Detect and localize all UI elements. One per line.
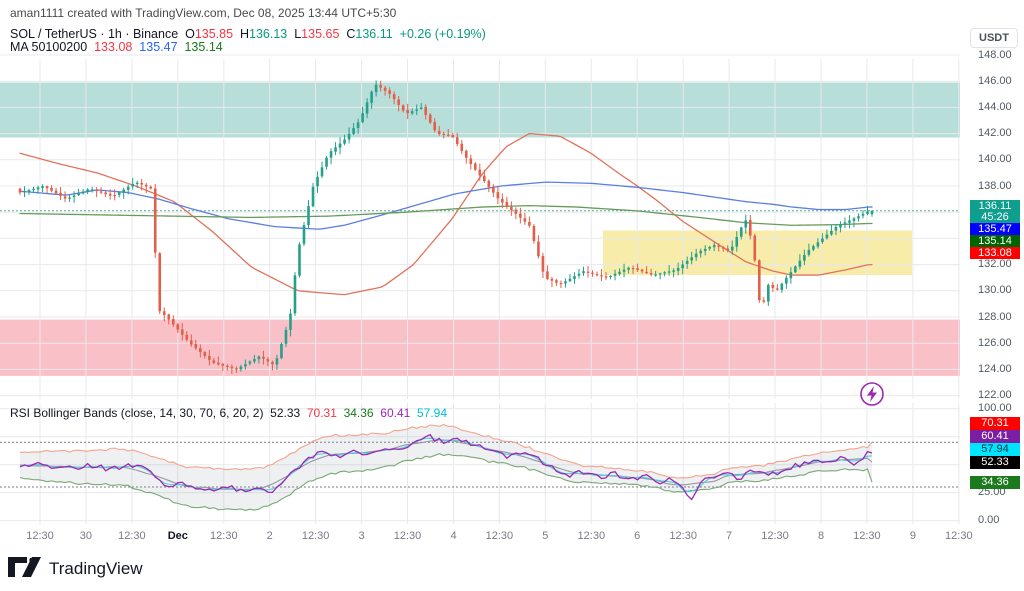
svg-text:TradingView: TradingView (49, 559, 143, 578)
